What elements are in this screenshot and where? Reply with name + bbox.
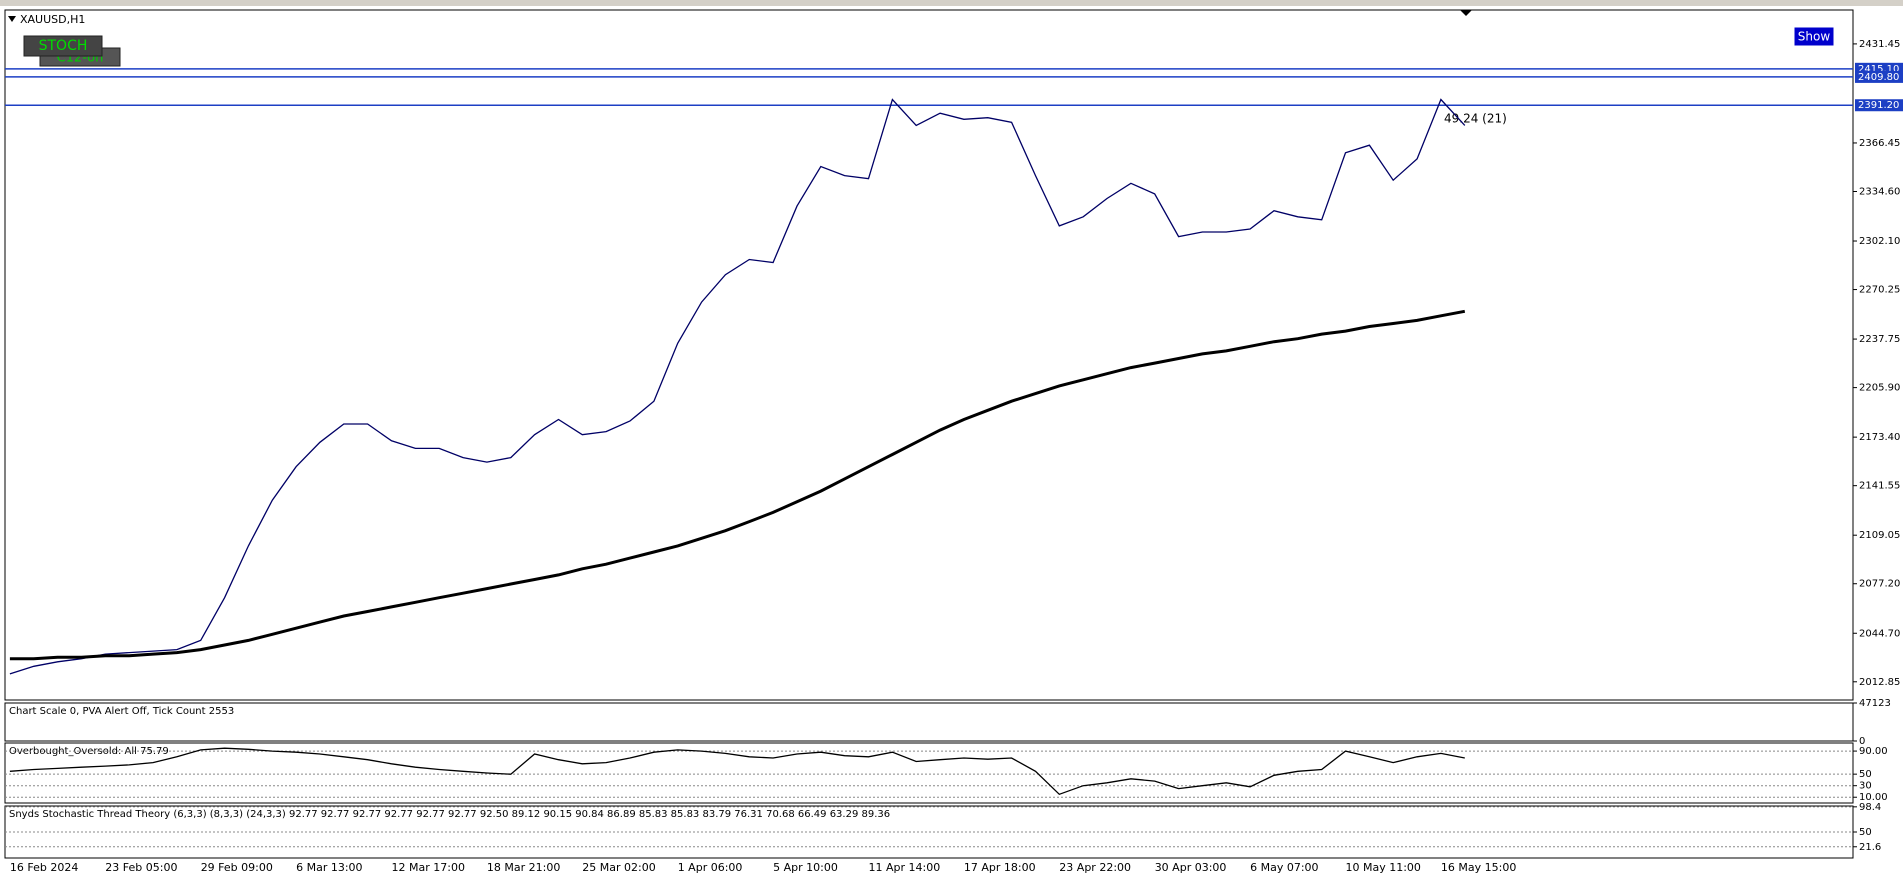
shift-marker: [1460, 10, 1472, 16]
symbol-label: XAUUSD,H1: [20, 13, 85, 26]
x-tick-label: 17 Apr 18:00: [964, 861, 1036, 874]
y-tick-label: 2044.70: [1859, 628, 1900, 639]
pane-title: Overbought_Oversold: All 75.79: [9, 746, 169, 757]
x-tick-label: 16 Feb 2024: [10, 861, 78, 874]
y-tick-label: 10.00: [1859, 792, 1888, 803]
series-line: [9, 98, 1466, 675]
series-line: [9, 309, 1466, 661]
x-tick-label: 12 Mar 17:00: [392, 861, 465, 874]
y-tick-label: 2109.05: [1859, 530, 1900, 541]
main-pane: [4, 9, 1854, 701]
y-tick-label: 2141.55: [1859, 481, 1900, 492]
x-tick-label: 11 Apr 14:00: [869, 861, 941, 874]
x-tick-label: 16 May 15:00: [1441, 861, 1516, 874]
x-tick-label: 10 May 11:00: [1346, 861, 1421, 874]
price-level-label: 2415.10: [1858, 64, 1899, 75]
price-tag: 49.24 (21): [1444, 112, 1507, 126]
stoch-button-bg: [23, 35, 103, 57]
y-tick-label: 47123: [1859, 698, 1891, 709]
show-button[interactable]: Show: [1798, 30, 1831, 44]
y-tick-label: 2077.20: [1859, 579, 1900, 590]
x-tick-label: 1 Apr 06:00: [678, 861, 743, 874]
y-tick-label: 2173.40: [1859, 432, 1900, 443]
pane-title: Chart Scale 0, PVA Alert Off, Tick Count…: [9, 706, 234, 717]
y-tick-label: 2012.85: [1859, 677, 1900, 688]
y-tick-label: 30: [1859, 781, 1872, 792]
series-line: [9, 747, 1465, 796]
price-level-tag: [1855, 99, 1903, 112]
x-tick-label: 6 May 07:00: [1250, 861, 1318, 874]
y-tick-label: 50: [1859, 769, 1872, 780]
x-tick-label: 23 Apr 22:00: [1059, 861, 1131, 874]
y-tick-label: 2237.75: [1859, 334, 1900, 345]
x-tick-label: 6 Mar 13:00: [296, 861, 362, 874]
volume-pane: [4, 702, 1854, 742]
x-tick-label: 23 Feb 05:00: [105, 861, 177, 874]
x-tick-label: 5 Apr 10:00: [773, 861, 838, 874]
stoch-button: STOCH: [39, 38, 88, 54]
price-level-label: 2391.20: [1858, 100, 1899, 111]
y-tick-label: 2302.10: [1859, 236, 1900, 247]
y-tick-label: 50: [1859, 827, 1872, 838]
x-tick-label: 30 Apr 03:00: [1155, 861, 1227, 874]
y-tick-label: 98.4: [1859, 802, 1881, 813]
price-level-label: 2409.80: [1858, 72, 1899, 83]
toolbar: [0, 0, 1903, 6]
price-level-tag: [1855, 70, 1903, 83]
show-button-bg[interactable]: [1793, 26, 1835, 47]
y-tick-label: 2431.45: [1859, 39, 1900, 50]
y-tick-label: 90.00: [1859, 746, 1888, 757]
x-tick-label: 29 Feb 09:00: [201, 861, 273, 874]
y-tick-label: 2366.45: [1859, 138, 1900, 149]
x-tick-label: 25 Mar 02:00: [582, 861, 655, 874]
x-tick-label: 18 Mar 21:00: [487, 861, 560, 874]
y-tick-label: 0: [1859, 736, 1865, 747]
menu-arrow: [8, 16, 16, 22]
y-tick-label: 2270.25: [1859, 285, 1900, 296]
y-tick-label: 2205.90: [1859, 383, 1900, 394]
pane-title: Snyds Stochastic Thread Theory (6,3,3) (…: [9, 809, 890, 820]
y-tick-label: 2334.60: [1859, 186, 1900, 197]
y-tick-label: 21.6: [1859, 842, 1881, 853]
